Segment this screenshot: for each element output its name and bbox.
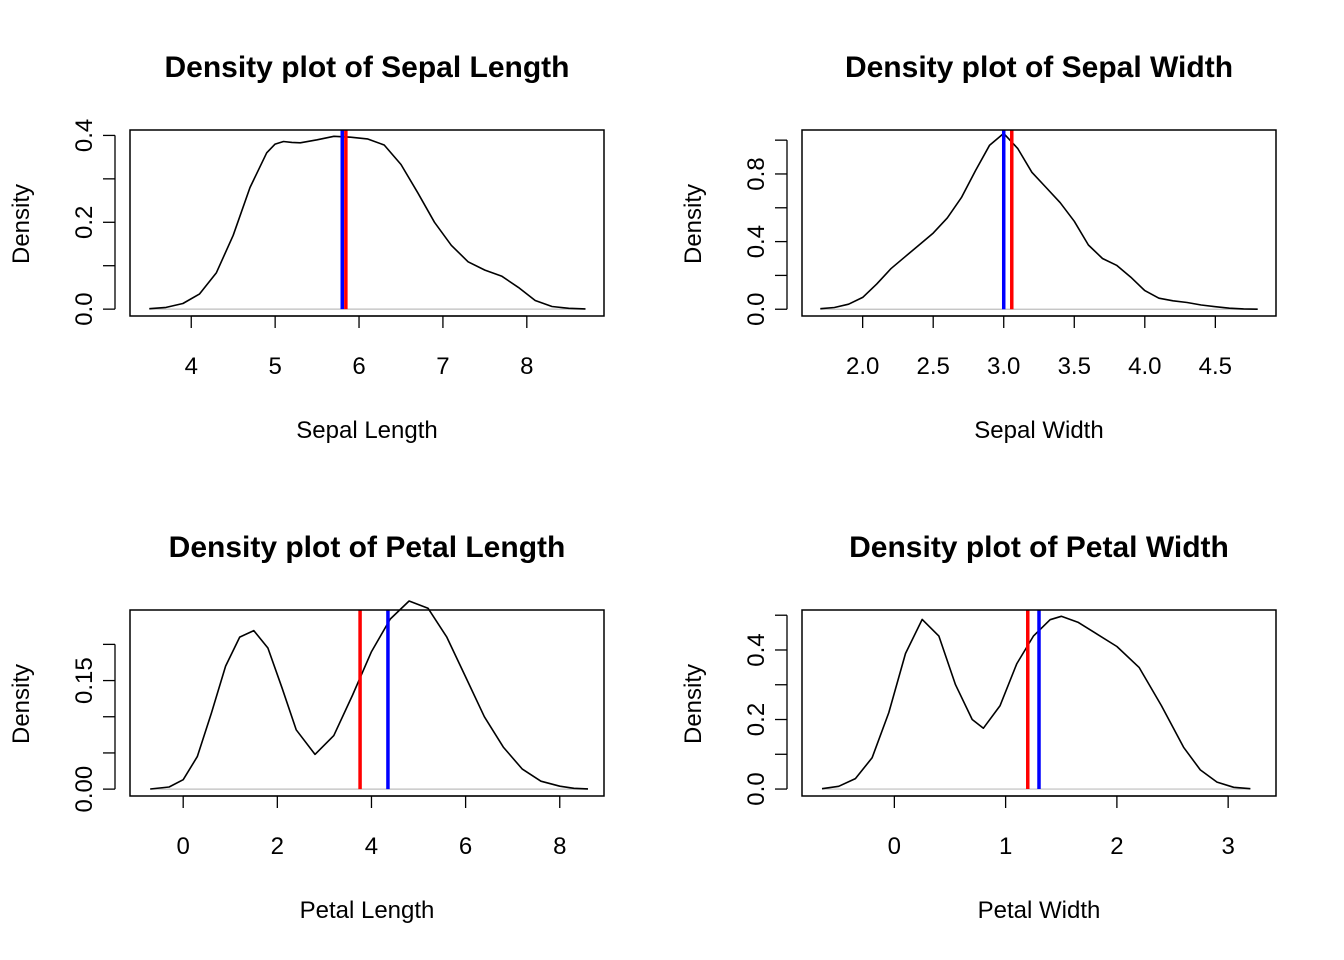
y-tick-label: 0.4 (743, 225, 770, 258)
x-tick-label: 4 (185, 353, 198, 380)
plot-frame (129, 129, 605, 317)
tick-layer: 4 5 6 7 8 0.0 0.2 0.4 (71, 119, 533, 380)
x-axis-label: Petal Width (978, 897, 1101, 924)
x-tick-label: 3 (1221, 833, 1234, 860)
x-tick-label: 2.5 (917, 353, 950, 380)
y-tick-label: 0.0 (743, 293, 770, 326)
x-axis-label: Petal Length (300, 897, 435, 924)
plot-area (801, 129, 1277, 317)
plot-area (801, 609, 1277, 797)
y-tick-label: 0.4 (743, 633, 770, 666)
y-axis-label: Density (8, 184, 35, 264)
plot-area (129, 129, 605, 317)
plot-frame (801, 609, 1277, 797)
plot-frame (801, 129, 1277, 317)
y-axis-label: Density (8, 664, 35, 744)
x-tick-label: 3.5 (1058, 353, 1091, 380)
y-tick-label: 0.0 (71, 292, 98, 325)
x-tick-label: 5 (268, 353, 281, 380)
x-tick-label: 6 (459, 833, 472, 860)
x-tick-label: 4.5 (1199, 353, 1232, 380)
y-tick-label: 0.0 (743, 772, 770, 805)
chart-title: Density plot of Petal Length (169, 531, 566, 564)
y-tick-label: 0.00 (71, 766, 98, 813)
panel-petal-width: Density plot of Petal Width Petal Width … (680, 531, 1277, 924)
tick-layer: 0 2 4 6 8 0.00 0.15 (71, 643, 566, 860)
density-curve (149, 135, 586, 310)
x-tick-label: 0 (177, 833, 190, 860)
y-axis-label: Density (680, 184, 707, 264)
x-tick-label: 1 (999, 833, 1012, 860)
panel-sepal-length: Density plot of Sepal Length Sepal Lengt… (8, 51, 605, 444)
tick-layer: 0 1 2 3 0.0 0.2 0.4 (743, 614, 1235, 860)
x-tick-label: 0 (888, 833, 901, 860)
y-tick-label: 0.2 (743, 703, 770, 736)
x-tick-label: 4 (365, 833, 378, 860)
x-tick-label: 6 (352, 353, 365, 380)
y-tick-label: 0.4 (71, 119, 98, 152)
y-tick-label: 0.15 (71, 657, 98, 704)
chart-title: Density plot of Sepal Width (845, 51, 1233, 84)
x-tick-label: 4.0 (1128, 353, 1161, 380)
plot-frame (129, 609, 605, 797)
x-tick-label: 7 (436, 353, 449, 380)
x-tick-label: 2 (271, 833, 284, 860)
plot-area (129, 600, 605, 797)
panel-sepal-width: Density plot of Sepal Width Sepal Width … (680, 51, 1277, 444)
x-tick-label: 2 (1110, 833, 1123, 860)
panel-petal-length: Density plot of Petal Length Petal Lengt… (8, 531, 605, 924)
chart-title: Density plot of Petal Width (849, 531, 1229, 564)
tick-layer: 2.0 2.5 3.0 3.5 4.0 4.5 0.0 0.4 0.8 (743, 139, 1232, 380)
x-tick-label: 8 (520, 353, 533, 380)
density-curve (821, 615, 1251, 790)
x-tick-label: 2.0 (846, 353, 879, 380)
y-tick-label: 0.8 (743, 157, 770, 190)
x-tick-label: 8 (553, 833, 566, 860)
chart-title: Density plot of Sepal Length (164, 51, 569, 84)
density-curve (820, 132, 1258, 310)
y-axis-label: Density (680, 664, 707, 744)
x-axis-label: Sepal Length (296, 417, 437, 444)
x-tick-label: 3.0 (987, 353, 1020, 380)
x-axis-label: Sepal Width (974, 417, 1103, 444)
y-tick-label: 0.2 (71, 206, 98, 239)
density-curve (150, 600, 589, 790)
